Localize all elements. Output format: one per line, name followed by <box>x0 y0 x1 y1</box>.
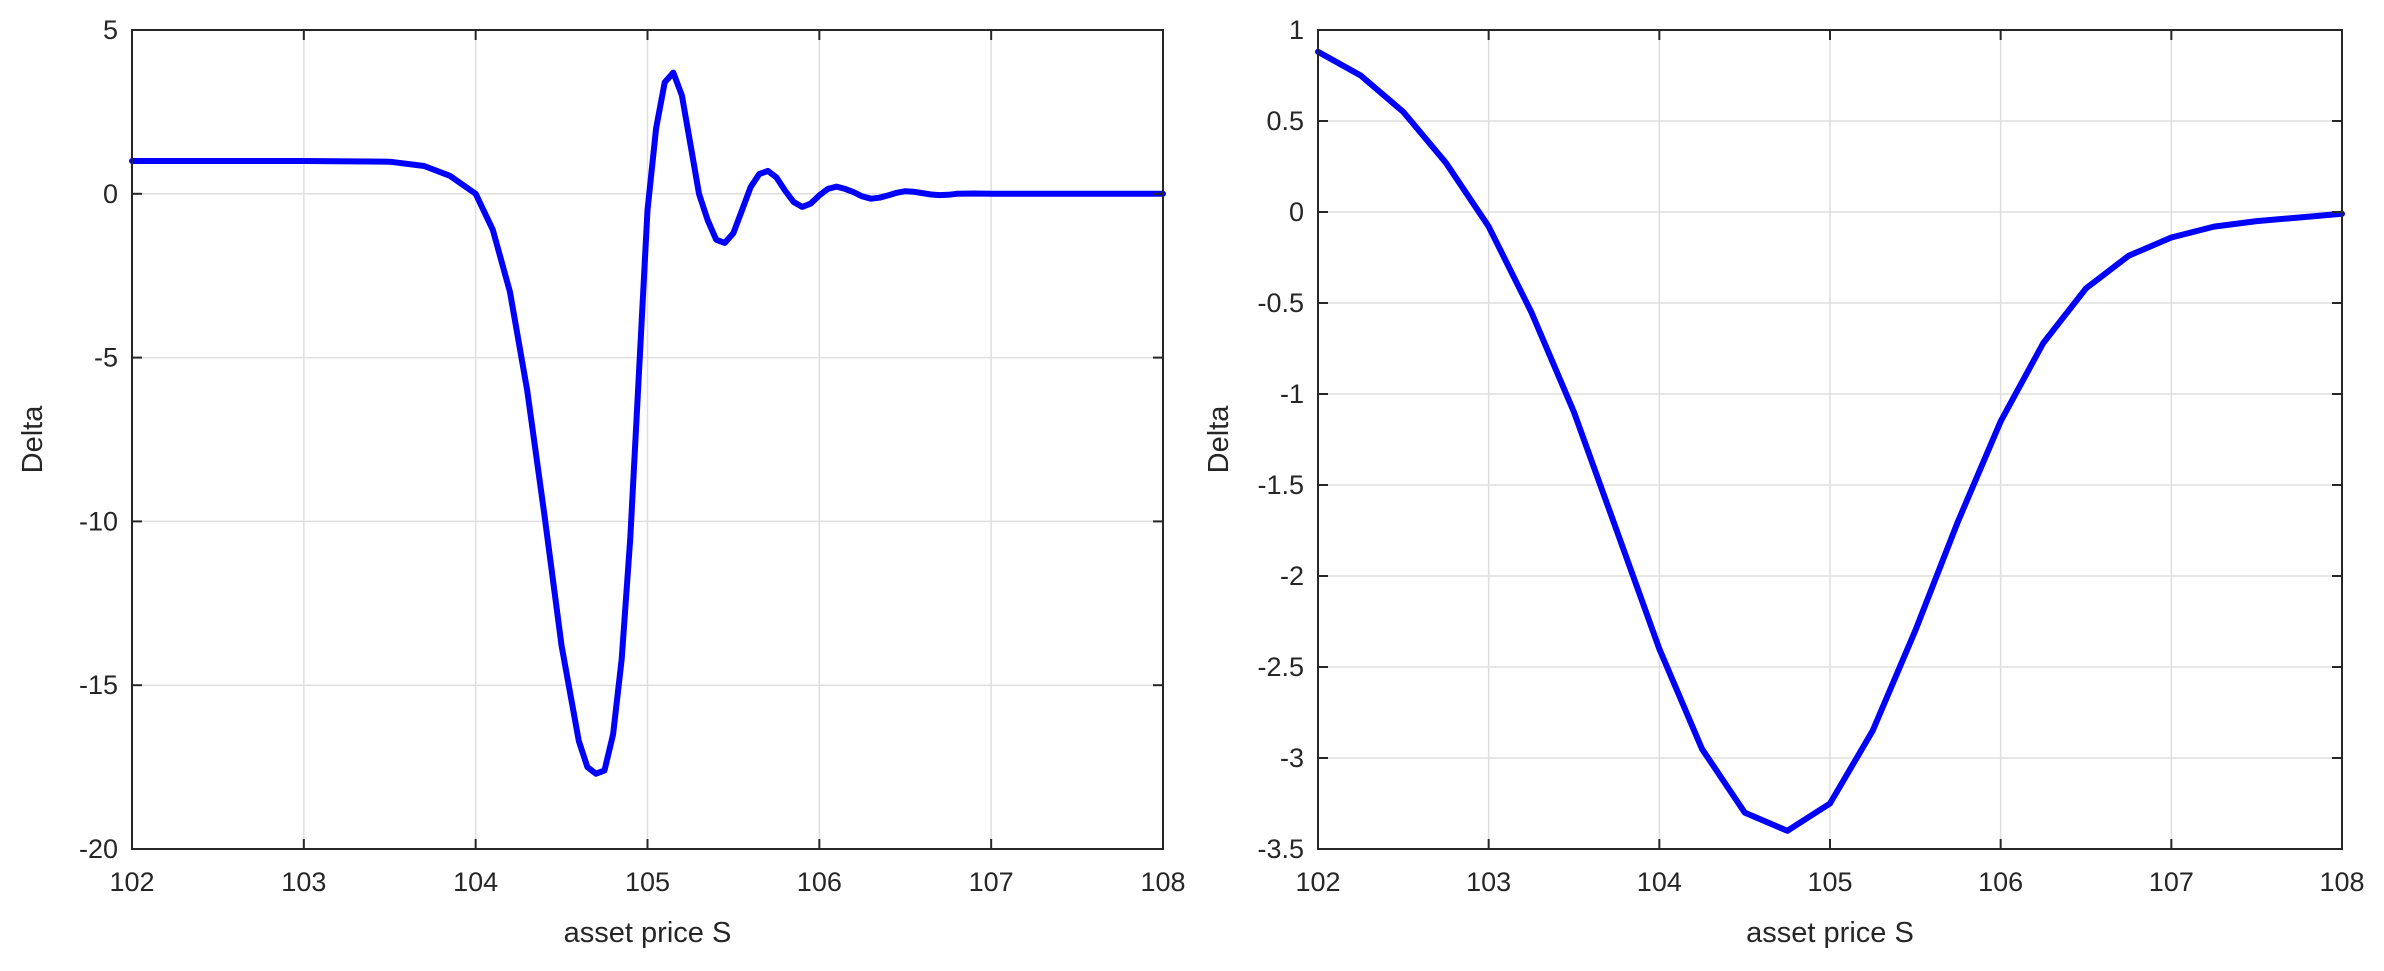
chart-1-xtick-label-5: 107 <box>2149 867 2194 897</box>
chart-1-ytick-label-3: -2 <box>1280 561 1304 591</box>
chart-left: 102 103 104 105 106 107 108 -20 -15 -10 -5 0 5 asset … <box>17 15 1186 949</box>
chart-0-xtick-label-5: 107 <box>969 867 1014 897</box>
chart-1-ytick-label-6: -0.5 <box>1257 288 1304 318</box>
chart-0-ytick-label-2: -10 <box>79 506 118 536</box>
chart-1-ylabel: Delta <box>1203 405 1235 474</box>
chart-0-ytick-label-0: -20 <box>79 834 118 864</box>
chart-1-xtick-label-0: 102 <box>1295 867 1340 897</box>
chart-1-ytick-label-9: 1 <box>1289 15 1304 45</box>
chart-1-xtick-label-1: 103 <box>1466 867 1511 897</box>
chart-0-ytick-label-1: -15 <box>79 670 118 700</box>
chart-0-ytick-label-5: 5 <box>103 15 118 45</box>
chart-1-ytick-label-5: -1 <box>1280 379 1304 409</box>
chart-0-xtick-label-2: 104 <box>453 867 498 897</box>
chart-1-ytick-label-8: 0.5 <box>1266 106 1304 136</box>
chart-1-ytick-label-7: 0 <box>1289 197 1304 227</box>
chart-0-ytick-label-4: 0 <box>103 179 118 209</box>
chart-0-xtick-label-1: 103 <box>281 867 326 897</box>
chart-1-xtick-label-3: 105 <box>1807 867 1852 897</box>
chart-1-xtick-label-2: 104 <box>1637 867 1682 897</box>
chart-1-ytick-label-2: -2.5 <box>1257 652 1304 682</box>
chart-1-ytick-label-4: -1.5 <box>1257 470 1304 500</box>
chart-0-xlabel: asset price S <box>564 917 732 949</box>
chart-0-xtick-label-4: 106 <box>797 867 842 897</box>
chart-1-xtick-label-6: 108 <box>2319 867 2364 897</box>
chart-1-ytick-label-1: -3 <box>1280 743 1304 773</box>
chart-0-ytick-label-3: -5 <box>94 343 118 373</box>
chart-right: 102 103 104 105 106 107 108 -3.5 -3 -2.5 -2 -1.5 -1 -… <box>1203 15 2365 949</box>
chart-0-ylabel: Delta <box>17 405 49 474</box>
chart-1-ytick-label-0: -3.5 <box>1257 834 1304 864</box>
chart-1-xlabel: asset price S <box>1746 917 1914 949</box>
chart-0-series-line-0 <box>129 69 1166 777</box>
chart-1-series-line-0 <box>1315 48 2345 834</box>
chart-0-xtick-label-3: 105 <box>625 867 670 897</box>
chart-0-xtick-label-0: 102 <box>109 867 154 897</box>
chart-1-xtick-label-4: 106 <box>1978 867 2023 897</box>
chart-0-xtick-label-6: 108 <box>1140 867 1185 897</box>
